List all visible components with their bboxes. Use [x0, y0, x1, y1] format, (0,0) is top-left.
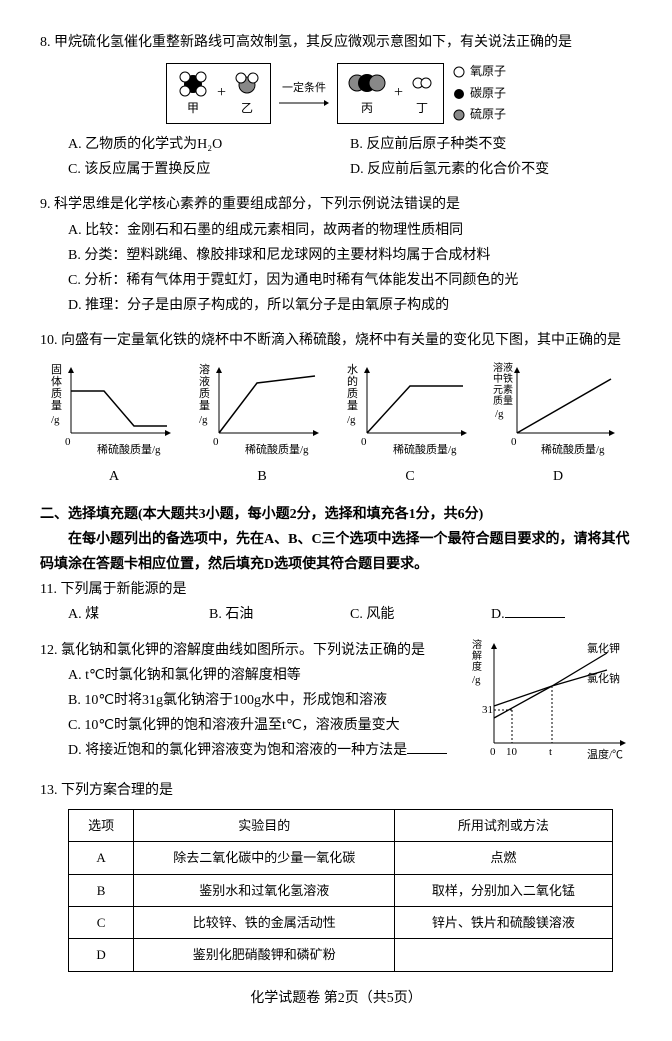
svg-text:量: 量: [51, 399, 62, 412]
svg-text:稀硫酸质量/g: 稀硫酸质量/g: [245, 442, 309, 456]
svg-text:液: 液: [199, 374, 210, 388]
q8-stem: 甲烷硫化氢催化重整新路线可高效制氢，其反应微观示意图如下，有关说法正确的是: [54, 35, 572, 50]
q10-label-b[interactable]: B: [188, 464, 336, 489]
svg-text:水: 水: [347, 363, 358, 376]
table-row: C比较锌、铁的金属活动性锌片、铁片和硫酸镁溶液: [69, 906, 613, 938]
section2-title: 二、选择填充题(本大题共3小题，每小题2分，选择和填充各1分，共6分): [40, 502, 632, 527]
q10-stem: 向盛有一定量氧化铁的烧杯中不断滴入稀硫酸，烧杯中有关量的变化见下图，其中正确的是: [61, 333, 621, 348]
svg-text:氯化钠: 氯化钠: [587, 671, 620, 685]
svg-text:溶: 溶: [472, 638, 482, 651]
svg-text:/g: /g: [347, 414, 356, 426]
q9-stem: 科学思维是化学核心素养的重要组成部分，下列示例说法错误的是: [54, 197, 460, 212]
q8-opt-b[interactable]: B. 反应前后原子种类不变: [350, 132, 632, 157]
q13-num: 13.: [40, 783, 58, 798]
svg-text:固: 固: [51, 363, 62, 376]
q12-opt-b[interactable]: B. 10℃时将31g氯化钠溶于100g水中，形成饱和溶液: [68, 688, 472, 713]
q10-label-a[interactable]: A: [40, 464, 188, 489]
svg-text:/g: /g: [472, 674, 481, 686]
q11-opt-b[interactable]: B. 石油: [209, 602, 350, 627]
svg-text:溶液: 溶液: [493, 361, 513, 374]
q12-chart: 溶解度/g 31 氯化钾 氯化钠 0 10 t 温度/℃: [472, 638, 632, 768]
svg-text:0: 0: [490, 746, 496, 758]
svg-text:0: 0: [361, 436, 367, 448]
q12-opt-a[interactable]: A. t℃时氯化钠和氯化钾的溶解度相等: [68, 663, 472, 688]
svg-text:稀硫酸质量/g: 稀硫酸质量/g: [541, 442, 605, 456]
q10-label-d[interactable]: D: [484, 464, 632, 489]
q8-diagram: 甲 + 乙 一定条件 丙 + 丁 氧原子 碳原子 硫原: [40, 61, 632, 126]
q8-num: 8.: [40, 35, 51, 50]
svg-text:体: 体: [51, 374, 62, 388]
q11-opt-d[interactable]: D.: [491, 602, 632, 627]
svg-text:温度/℃: 温度/℃: [587, 747, 623, 761]
table-row: A除去二氧化碳中的少量一氧化碳点燃: [69, 842, 613, 874]
q11-num: 11.: [40, 582, 57, 597]
svg-text:/g: /g: [199, 414, 208, 426]
svg-text:稀硫酸质量/g: 稀硫酸质量/g: [97, 442, 161, 456]
q8-opt-d[interactable]: D. 反应前后氢元素的化合价不变: [350, 157, 632, 182]
svg-text:元素: 元素: [493, 383, 513, 396]
svg-text:t: t: [549, 746, 552, 758]
svg-text:10: 10: [506, 746, 518, 758]
page-footer: 化学试题卷 第2页（共5页）: [40, 986, 632, 1011]
svg-text:量: 量: [199, 399, 210, 412]
q11-stem: 下列属于新能源的是: [60, 582, 186, 597]
q12-opt-c[interactable]: C. 10℃时氯化钾的饱和溶液升温至t℃，溶液质量变大: [68, 713, 472, 738]
q10-charts: 固体质量/g 0 稀硫酸质量/g 溶液质量/g 0 稀硫酸质量/g 水的质量/g…: [40, 361, 632, 456]
q12-num: 12.: [40, 643, 58, 658]
section2-desc: 在每小题列出的备选项中，先在A、B、C三个选项中选择一个最符合题目要求的，请将其…: [40, 527, 632, 577]
svg-text:氯化钾: 氯化钾: [587, 641, 620, 655]
svg-text:/g: /g: [495, 408, 504, 420]
svg-text:31: 31: [482, 704, 493, 716]
svg-text:质量: 质量: [493, 395, 513, 407]
q12-stem: 氯化钠和氯化钾的溶解度曲线如图所示。下列说法正确的是: [61, 643, 425, 658]
svg-text:质: 质: [199, 387, 210, 400]
q9-num: 9.: [40, 197, 51, 212]
table-row: D鉴别化肥硝酸钾和磷矿粉: [69, 939, 613, 971]
q8-opt-c[interactable]: C. 该反应属于置换反应: [68, 157, 350, 182]
svg-text:溶: 溶: [199, 362, 210, 376]
q10-num: 10.: [40, 333, 58, 348]
q13-table: 选项 实验目的 所用试剂或方法 A除去二氧化碳中的少量一氧化碳点燃 B鉴别水和过…: [68, 809, 613, 972]
svg-text:质: 质: [347, 387, 358, 400]
svg-text:稀硫酸质量/g: 稀硫酸质量/g: [393, 442, 457, 456]
q13-stem: 下列方案合理的是: [61, 783, 173, 798]
q11-opt-a[interactable]: A. 煤: [68, 602, 209, 627]
svg-text:中铁: 中铁: [493, 372, 513, 385]
q11-opt-c[interactable]: C. 风能: [350, 602, 491, 627]
svg-text:0: 0: [65, 436, 71, 448]
svg-text:0: 0: [213, 436, 219, 448]
q9-opt-c[interactable]: C. 分析：稀有气体用于霓虹灯，因为通电时稀有气体能发出不同颜色的光: [68, 268, 632, 293]
svg-text:度: 度: [472, 660, 482, 673]
svg-text:的: 的: [347, 374, 358, 388]
svg-text:质: 质: [51, 387, 62, 400]
q9-opt-b[interactable]: B. 分类：塑料跳绳、橡胶排球和尼龙球网的主要材料均属于合成材料: [68, 243, 632, 268]
svg-text:量: 量: [347, 399, 358, 412]
q12-opt-d[interactable]: D. 将接近饱和的氯化钾溶液变为饱和溶液的一种方法是: [68, 738, 472, 763]
table-row: B鉴别水和过氧化氢溶液取样，分别加入二氧化锰: [69, 874, 613, 906]
svg-text:/g: /g: [51, 414, 60, 426]
q8-opt-a[interactable]: A. 乙物质的化学式为H₂O: [68, 132, 350, 157]
q9-opt-d[interactable]: D. 推理：分子是由原子构成的，所以氧分子是由氧原子构成的: [68, 293, 632, 318]
q9-opt-a[interactable]: A. 比较：金刚石和石墨的组成元素相同，故两者的物理性质相同: [68, 218, 632, 243]
q10-label-c[interactable]: C: [336, 464, 484, 489]
svg-text:解: 解: [472, 649, 482, 662]
svg-text:0: 0: [511, 436, 517, 448]
